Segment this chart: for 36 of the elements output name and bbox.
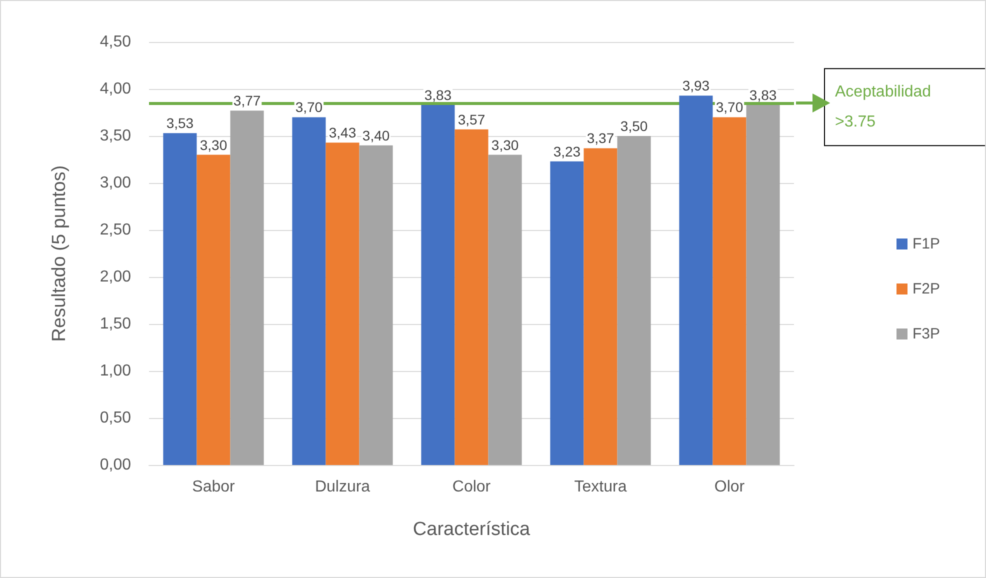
data-label: 3,70 <box>295 99 323 116</box>
y-tick-label: 1,50 <box>100 316 132 332</box>
y-tick-label: 2,00 <box>100 268 132 286</box>
data-label: 3,37 <box>586 130 614 146</box>
x-tick-label: Color <box>452 478 492 496</box>
y-tick-label: 1,00 <box>100 362 132 380</box>
legend-label: F2P <box>912 280 940 298</box>
data-label: 3,30 <box>491 136 519 153</box>
data-label: 3,57 <box>458 111 486 128</box>
y-axis-title: Resultado (5 puntos) <box>49 165 70 342</box>
data-label: 3,43 <box>328 124 356 141</box>
data-label: 3,40 <box>362 127 390 144</box>
legend-label: F1P <box>912 236 940 252</box>
data-label: 3,93 <box>682 78 710 94</box>
data-label: 3,30 <box>200 136 228 153</box>
x-tick-label: Olor <box>714 478 746 496</box>
y-tick-label: 3,00 <box>100 174 132 192</box>
ref-line-label: Aceptabilidad >3.75 <box>835 84 936 131</box>
y-tick-label: 4,50 <box>100 34 132 50</box>
x-tick-label: Dulzura <box>314 478 370 496</box>
y-tick-label: 3,50 <box>100 128 132 144</box>
data-label: 3,53 <box>166 115 194 132</box>
data-label: 3,83 <box>424 86 452 103</box>
legend-label: F3P <box>912 326 940 342</box>
x-axis-title: Característica <box>412 519 531 540</box>
data-label: 3,23 <box>553 143 581 160</box>
y-tick-label: 4,00 <box>100 80 132 98</box>
x-tick-label: Textura <box>574 478 627 496</box>
y-tick-label: 2,50 <box>100 222 132 238</box>
x-tick-label: Sabor <box>192 478 236 496</box>
data-label: 3,70 <box>716 99 744 116</box>
data-label: 3,83 <box>749 86 777 103</box>
y-tick-label: 0,50 <box>100 410 132 426</box>
y-tick-label: 0,00 <box>100 456 132 474</box>
data-label: 3,77 <box>233 92 261 109</box>
data-label: 3,50 <box>620 118 648 134</box>
